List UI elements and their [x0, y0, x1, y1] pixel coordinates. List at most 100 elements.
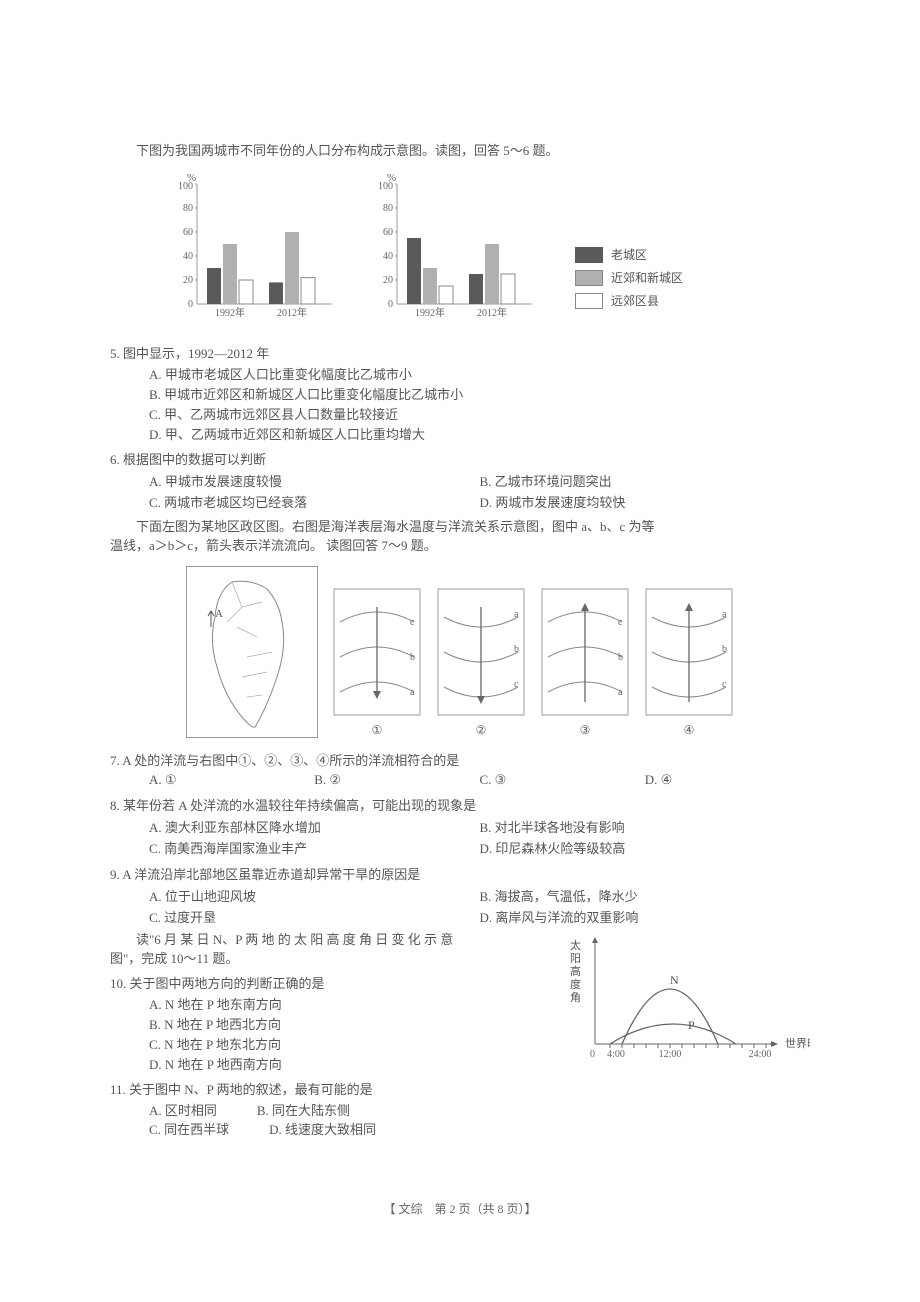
south-america-map: A: [186, 566, 318, 738]
svg-text:阳: 阳: [570, 952, 581, 965]
svg-text:0: 0: [388, 299, 393, 310]
q5-opt-c: C. 甲、乙两城市远郊区县人口数量比较接近: [149, 404, 810, 423]
swatch-icon: [575, 270, 603, 286]
svg-text:c: c: [618, 617, 623, 628]
q8-opt-a: A. 澳大利亚东部林区降水增加: [149, 817, 480, 836]
population-charts-row: % 0 20 40 60 80 100: [110, 169, 810, 323]
svg-text:度: 度: [570, 977, 581, 991]
q11-opt-c: C. 同在西半球: [149, 1119, 229, 1138]
svg-text:1992年: 1992年: [215, 306, 245, 319]
current-diagram-4: a b c ④: [644, 587, 734, 738]
intro-10-11-line1: 读"6 月 某 日 N、P 两 地 的 太 阳 高 度 角 日 变 化 示 意: [110, 929, 550, 948]
q11-opt-a: A. 区时相同: [149, 1100, 217, 1119]
q9-opt-a: A. 位于山地迎风坡: [149, 886, 480, 905]
diagram-label: ②: [436, 723, 526, 738]
sun-altitude-chart: 太 阳 高 度 角: [560, 929, 810, 1069]
svg-text:N: N: [670, 973, 679, 987]
q9-opt-b: B. 海拔高，气温低，降水少: [480, 886, 811, 905]
q11-opt-b: B. 同在大陆东侧: [257, 1100, 350, 1119]
q6-opt-a: A. 甲城市发展速度较慢: [149, 471, 480, 490]
legend-item: 远郊区县: [575, 292, 745, 309]
svg-text:24:00: 24:00: [749, 1049, 772, 1060]
current-diagram-3: c b a ③: [540, 587, 630, 738]
svg-text:A: A: [215, 608, 223, 620]
svg-text:b: b: [722, 644, 727, 655]
q7-opt-b: B. ②: [314, 772, 479, 788]
svg-text:80: 80: [383, 203, 393, 214]
q8-opt-b: B. 对北半球各地没有影响: [480, 817, 811, 836]
bar-chart-yi: % 0 20 40 60 80 100: [367, 169, 537, 323]
svg-text:2012年: 2012年: [277, 306, 307, 319]
svg-text:太: 太: [570, 939, 581, 952]
question-9: 9. A 洋流沿岸北部地区虽靠近赤道却异常干旱的原因是 A. 位于山地迎风坡 B…: [110, 864, 810, 927]
q10-opt-a: A. N 地在 P 地东南方向: [149, 994, 550, 1013]
swatch-icon: [575, 247, 603, 263]
diagram-label: ①: [332, 723, 422, 738]
svg-text:a: a: [410, 687, 415, 698]
svg-text:4:00: 4:00: [607, 1049, 625, 1060]
svg-text:a: a: [514, 609, 519, 620]
legend-item: 近郊和新城区: [575, 269, 745, 286]
svg-text:a: a: [722, 609, 727, 620]
intro-7-9-line1: 下面左图为某地区政区图。右图是海洋表层海水温度与洋流关系示意图，图中 a、b、c…: [110, 516, 810, 535]
chart-legend: 老城区 近郊和新城区 远郊区县: [567, 232, 753, 323]
legend-label: 老城区: [611, 246, 647, 263]
intro-5-6: 下图为我国两城市不同年份的人口分布构成示意图。读图，回答 5～6 题。: [110, 140, 810, 159]
q5-opt-b: B. 甲城市近郊区和新城区人口比重变化幅度比乙城市小: [149, 384, 810, 403]
svg-text:b: b: [410, 652, 415, 663]
legend-item: 老城区: [575, 246, 745, 263]
svg-text:12:00: 12:00: [659, 1049, 682, 1060]
q7-opt-d: D. ④: [645, 772, 810, 788]
q7-stem: 7. A 处的洋流与右图中①、②、③、④所示的洋流相符合的是: [110, 750, 810, 769]
svg-text:高: 高: [570, 964, 581, 978]
swatch-icon: [575, 293, 603, 309]
q8-opt-d: D. 印尼森林火险等级较高: [480, 838, 811, 857]
svg-text:a: a: [618, 687, 623, 698]
q5-opt-d: D. 甲、乙两城市近郊区和新城区人口比重均增大: [149, 424, 810, 443]
q10-11-block: 读"6 月 某 日 N、P 两 地 的 太 阳 高 度 角 日 变 化 示 意 …: [110, 929, 810, 1140]
q6-opt-c: C. 两城市老城区均已经衰落: [149, 492, 480, 511]
svg-text:100: 100: [178, 181, 193, 192]
svg-text:100: 100: [378, 181, 393, 192]
legend-label: 近郊和新城区: [611, 269, 683, 286]
svg-text:b: b: [514, 644, 519, 655]
question-6: 6. 根据图中的数据可以判断 A. 甲城市发展速度较慢 B. 乙城市环境问题突出…: [110, 449, 810, 512]
q7-opt-c: C. ③: [480, 772, 645, 788]
q5-stem: 5. 图中显示，1992—2012 年: [110, 343, 810, 362]
svg-text:20: 20: [183, 275, 193, 286]
q6-stem: 6. 根据图中的数据可以判断: [110, 449, 810, 468]
svg-text:2012年: 2012年: [477, 306, 507, 319]
q11-opt-d: D. 线速度大致相同: [269, 1119, 376, 1138]
svg-text:40: 40: [183, 251, 193, 262]
current-diagram-2: a b c ②: [436, 587, 526, 738]
svg-text:40: 40: [383, 251, 393, 262]
q11-stem: 11. 关于图中 N、P 两地的叙述，最有可能的是: [110, 1079, 550, 1098]
svg-text:0: 0: [188, 299, 193, 310]
diagram-label: ④: [644, 723, 734, 738]
question-10: 10. 关于图中两地方向的判断正确的是 A. N 地在 P 地东南方向 B. N…: [110, 973, 550, 1073]
svg-text:80: 80: [183, 203, 193, 214]
question-7: 7. A 处的洋流与右图中①、②、③、④所示的洋流相符合的是 A. ① B. ②…: [110, 750, 810, 789]
svg-text:c: c: [722, 679, 727, 690]
q8-stem: 8. 某年份若 A 处洋流的水温较往年持续偏高，可能出现的现象是: [110, 795, 810, 814]
intro-10-11-line2: 图"，完成 10～11 题。: [110, 948, 550, 967]
question-5: 5. 图中显示，1992—2012 年 A. 甲城市老城区人口比重变化幅度比乙城…: [110, 343, 810, 443]
question-11: 11. 关于图中 N、P 两地的叙述，最有可能的是 A. 区时相同 B. 同在大…: [110, 1079, 550, 1138]
q6-opt-b: B. 乙城市环境问题突出: [480, 471, 811, 490]
svg-text:c: c: [410, 617, 415, 628]
q8-opt-c: C. 南美西海岸国家渔业丰产: [149, 838, 480, 857]
svg-text:世界时: 世界时: [785, 1037, 810, 1050]
svg-text:1992年: 1992年: [415, 306, 445, 319]
svg-text:角: 角: [570, 991, 581, 1004]
q10-opt-c: C. N 地在 P 地东北方向: [149, 1034, 550, 1053]
q10-opt-d: D. N 地在 P 地西南方向: [149, 1054, 550, 1073]
svg-text:60: 60: [383, 227, 393, 238]
svg-text:P: P: [688, 1018, 695, 1032]
q10-opt-b: B. N 地在 P 地西北方向: [149, 1014, 550, 1033]
intro-7-9-line2: 温线，a＞b＞c，箭头表示洋流流向。 读图回答 7～9 题。: [110, 535, 810, 554]
svg-text:b: b: [618, 652, 623, 663]
q9-opt-d: D. 离岸风与洋流的双重影响: [480, 907, 811, 926]
q7-opt-a: A. ①: [149, 772, 314, 788]
svg-text:0: 0: [590, 1049, 595, 1060]
current-diagram-1: c b a ①: [332, 587, 422, 738]
